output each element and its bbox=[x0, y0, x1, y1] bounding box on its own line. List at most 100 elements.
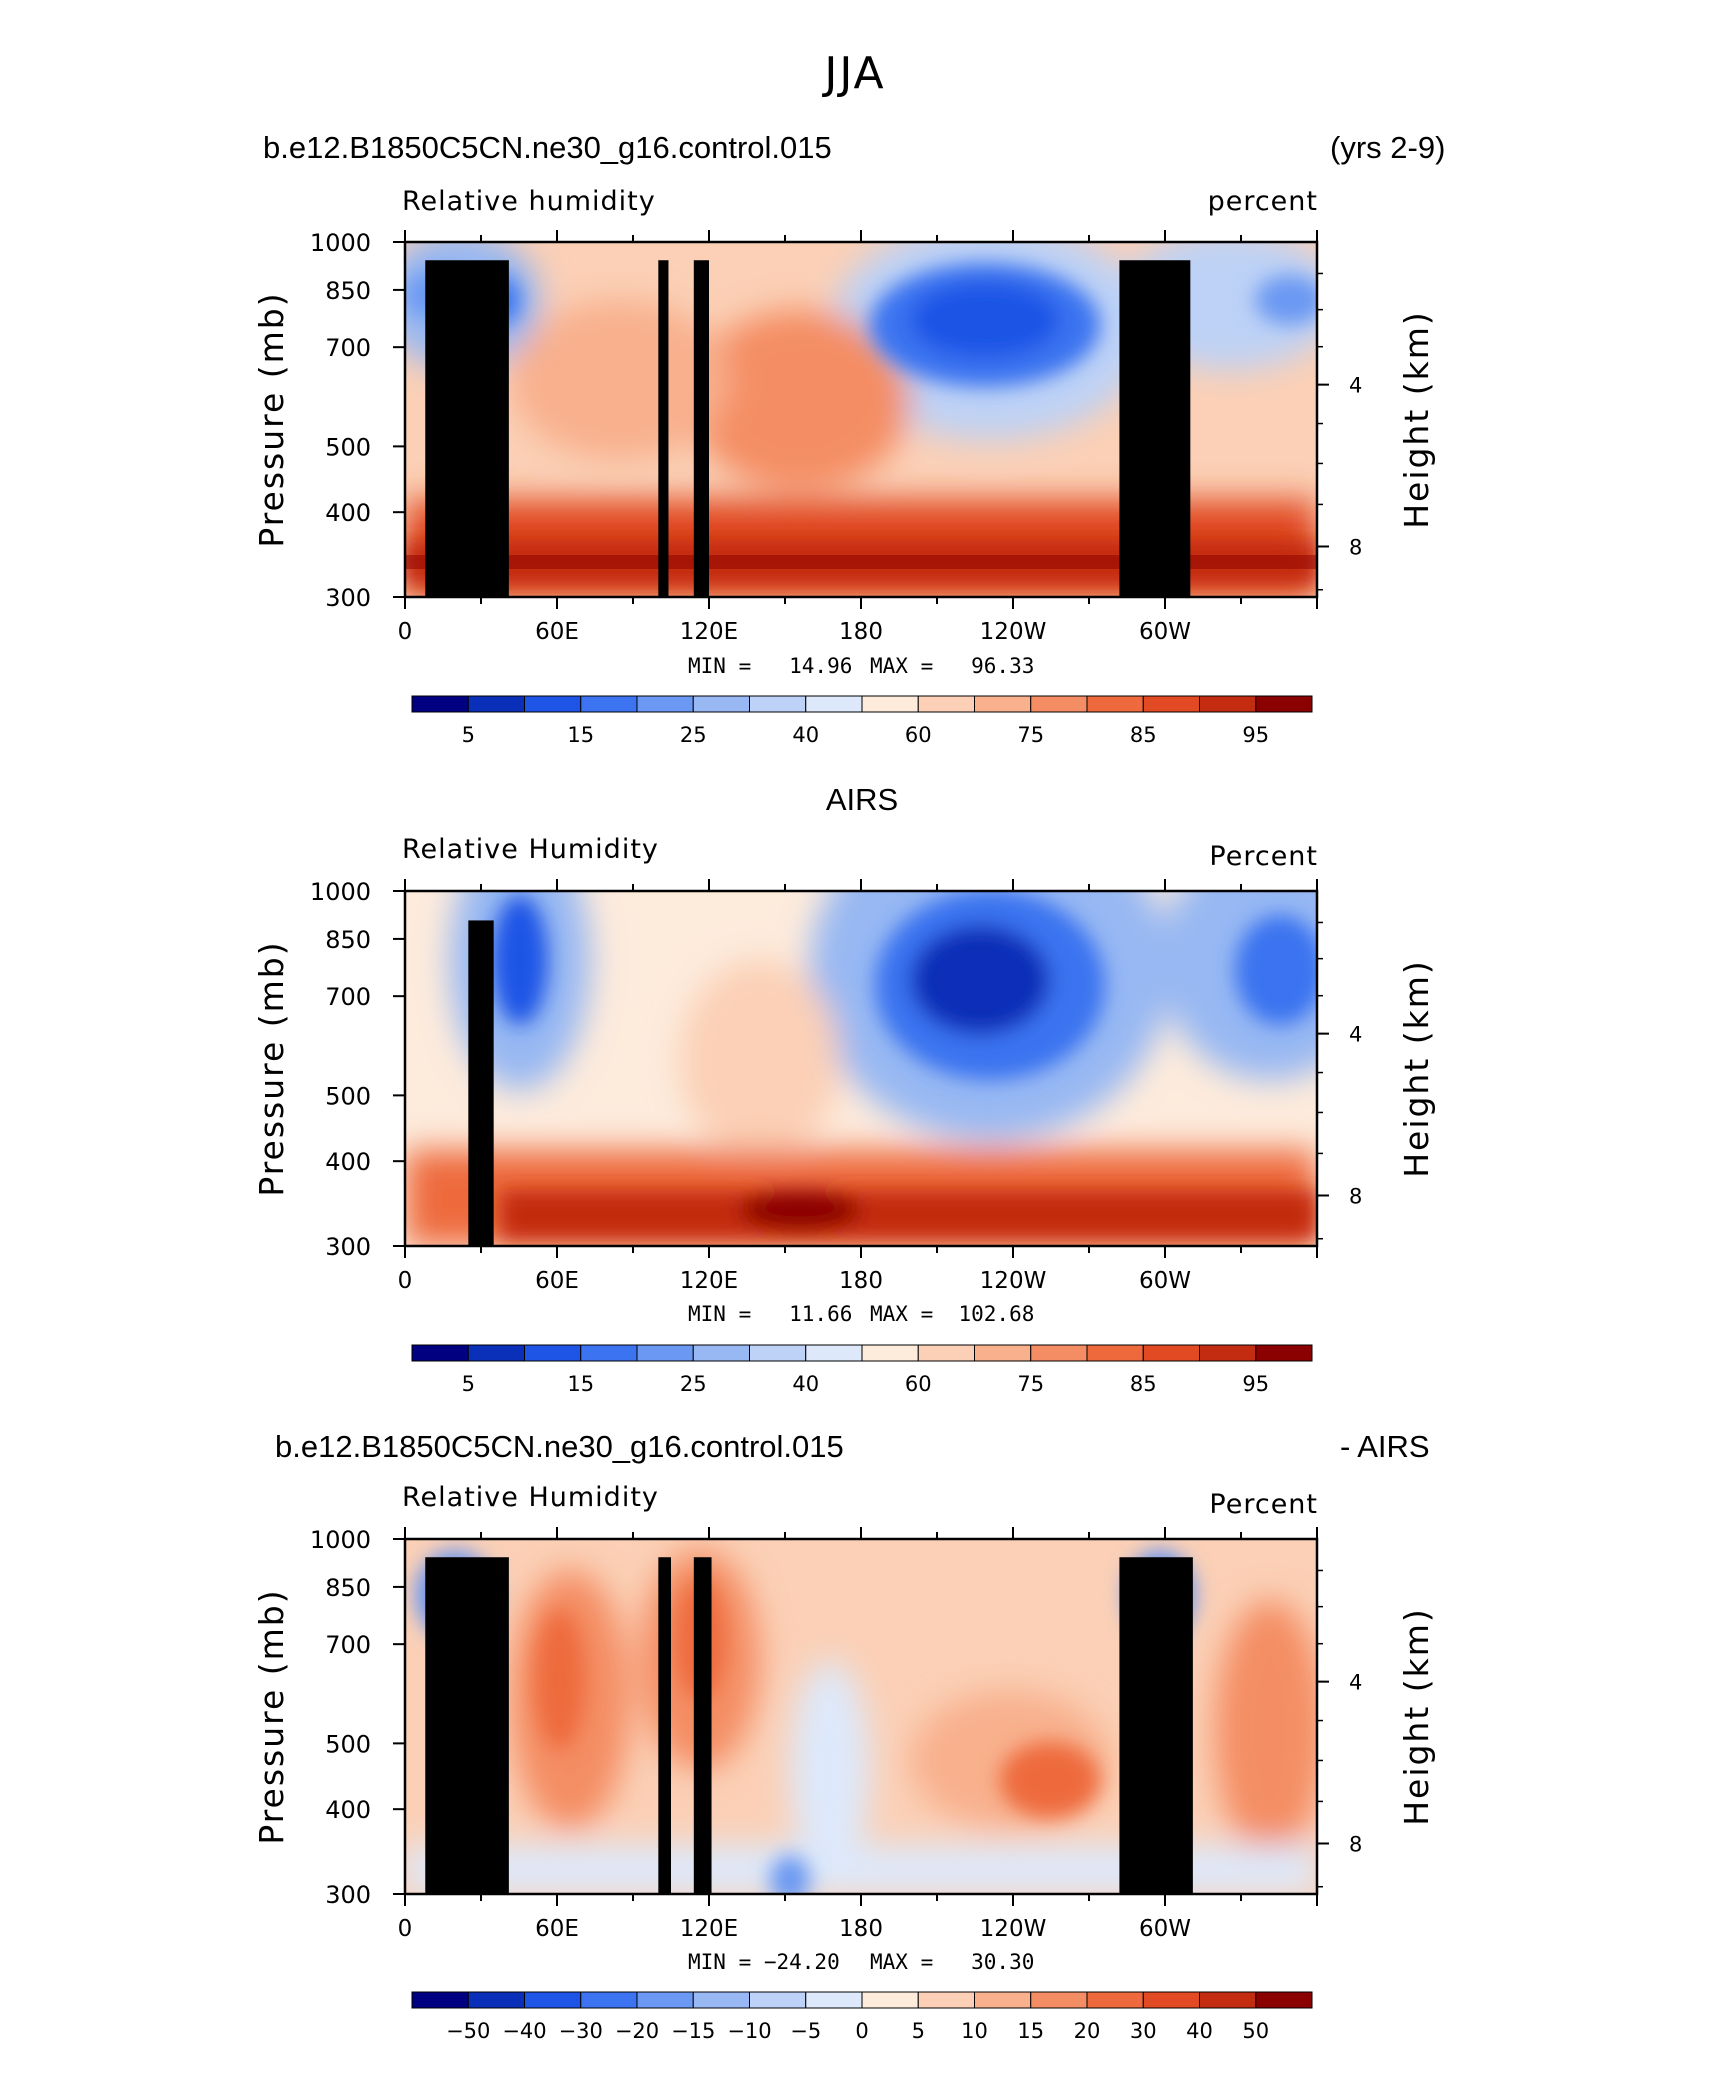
panel3-colorbar-box bbox=[749, 1991, 807, 2009]
panel2-y-tick-label: 850 bbox=[325, 926, 371, 954]
panel3-units-label: Percent bbox=[1209, 1489, 1318, 1520]
panel1-x-tick-label: 120W bbox=[980, 619, 1047, 645]
panel1-y-tick-label: 700 bbox=[325, 334, 371, 362]
panel2-units-label: Percent bbox=[1209, 841, 1318, 872]
panel2-center-title: AIRS bbox=[825, 782, 899, 817]
panel1-colorbar-label: 60 bbox=[905, 723, 932, 747]
panel3-colorbar-label: 5 bbox=[912, 2019, 925, 2043]
panel2-colorbar-box bbox=[411, 1344, 469, 1362]
panel3-colorbar-box bbox=[1030, 1991, 1088, 2009]
panel2-colorbar-box bbox=[467, 1344, 525, 1362]
panel1-field bbox=[405, 242, 1317, 597]
panel3-topography-block bbox=[693, 1557, 712, 1894]
panel1-colorbar-box bbox=[974, 695, 1032, 713]
panel2-max-label: MAX = 102.68 bbox=[870, 1302, 1035, 1326]
panel1-y-tick-label: 300 bbox=[325, 584, 371, 612]
panel3-var-label: Relative Humidity bbox=[402, 1482, 659, 1513]
panel1-colorbar-box bbox=[1199, 695, 1257, 713]
panel1-y-tick-label: 1000 bbox=[310, 229, 371, 257]
panel3-x-tick-label: 60W bbox=[1139, 1916, 1191, 1942]
panel3-y-tick-label: 400 bbox=[325, 1796, 371, 1824]
panel3-colorbar-label: −15 bbox=[671, 2019, 715, 2043]
panel3-colorbar-box bbox=[580, 1991, 638, 2009]
panel1-topography-block bbox=[658, 260, 669, 597]
panel2-colorbar-box bbox=[917, 1344, 975, 1362]
panel1-var-label: Relative humidity bbox=[402, 186, 656, 217]
panel3-colorbar-box bbox=[1142, 1991, 1200, 2009]
panel1-colorbar-label: 85 bbox=[1130, 723, 1157, 747]
panel3-y-axis-title: Pressure (mb) bbox=[252, 1588, 291, 1844]
panel3-colorbar-label: −50 bbox=[446, 2019, 490, 2043]
panel3-topography-block bbox=[658, 1557, 671, 1894]
panel3-x-tick-label: 120W bbox=[980, 1916, 1047, 1942]
panel2-colorbar-box bbox=[974, 1344, 1032, 1362]
panel2-y2-tick-label: 8 bbox=[1349, 1184, 1362, 1208]
panel3-colorbar-box bbox=[1255, 1991, 1313, 2009]
panel2-colorbar-box bbox=[580, 1344, 638, 1362]
panel2-colorbar-label: 85 bbox=[1130, 1372, 1157, 1396]
panel1-colorbar-box bbox=[1086, 695, 1144, 713]
panel3-y2-tick-label: 8 bbox=[1349, 1832, 1362, 1856]
panel3-y-tick-label: 1000 bbox=[310, 1526, 371, 1554]
panel2-y2-axis-title: Height (km) bbox=[1397, 959, 1436, 1178]
panel1-max-label: MAX = 96.33 bbox=[870, 654, 1035, 678]
panel2-colorbar-box bbox=[1142, 1344, 1200, 1362]
panel1-y2-tick-label: 4 bbox=[1349, 374, 1362, 398]
panel1-min-label: MIN = 14.96 bbox=[688, 654, 853, 678]
panel3-colorbar-label: 20 bbox=[1074, 2019, 1101, 2043]
panel3-colorbar-label: 30 bbox=[1130, 2019, 1157, 2043]
panel3-max-label: MAX = 30.30 bbox=[870, 1950, 1035, 1974]
panel1-colorbar-box bbox=[1142, 695, 1200, 713]
panel3-right-title: - AIRS bbox=[1340, 1429, 1430, 1464]
panel2-x-tick-label: 120E bbox=[680, 1268, 738, 1294]
panel3-topography-block bbox=[1119, 1557, 1193, 1894]
panel3-y-tick-label: 300 bbox=[325, 1881, 371, 1909]
panel3-colorbar-label: 15 bbox=[1017, 2019, 1044, 2043]
panel3-x-tick-label: 60E bbox=[535, 1916, 579, 1942]
panel2-y-tick-label: 1000 bbox=[310, 878, 371, 906]
panel3-colorbar-box bbox=[974, 1991, 1032, 2009]
panel1-y-tick-label: 850 bbox=[325, 277, 371, 305]
panel1-colorbar-box bbox=[580, 695, 638, 713]
panel1-x-tick-label: 0 bbox=[398, 619, 413, 645]
panel1-colorbar-box bbox=[805, 695, 863, 713]
panel1-colorbar-box bbox=[1030, 695, 1088, 713]
panel3-colorbar-box bbox=[1086, 1991, 1144, 2009]
panel1-colorbar-label: 15 bbox=[567, 723, 594, 747]
panel2-colorbar-label: 5 bbox=[462, 1372, 475, 1396]
panel3-colorbar-label: −40 bbox=[502, 2019, 546, 2043]
panel1-x-tick-label: 60W bbox=[1139, 619, 1191, 645]
panel2-colorbar-label: 60 bbox=[905, 1372, 932, 1396]
panel3-y-tick-label: 500 bbox=[325, 1730, 371, 1758]
panel3-x-tick-label: 120E bbox=[680, 1916, 738, 1942]
panel1-topography-block bbox=[1119, 260, 1191, 597]
panel2-colorbar-label: 75 bbox=[1017, 1372, 1044, 1396]
panel3-colorbar-label: 50 bbox=[1242, 2019, 1269, 2043]
panel1-colorbar-label: 25 bbox=[680, 723, 707, 747]
panel2-colorbar-label: 40 bbox=[792, 1372, 819, 1396]
panel3-y-tick-label: 850 bbox=[325, 1574, 371, 1602]
panel2-y2-tick-label: 4 bbox=[1349, 1023, 1362, 1047]
panel3-topography-block bbox=[475, 1573, 499, 1894]
panel2-colorbar-box bbox=[636, 1344, 694, 1362]
panel3-colorbar-box bbox=[467, 1991, 525, 2009]
panel1-units-label: percent bbox=[1207, 186, 1318, 217]
panel3-colorbar-label: −30 bbox=[559, 2019, 603, 2043]
panel2-var-label: Relative Humidity bbox=[402, 834, 659, 865]
panel3-colorbar-label: −20 bbox=[615, 2019, 659, 2043]
panel2-x-tick-label: 60E bbox=[535, 1268, 579, 1294]
panel3-x-tick-label: 0 bbox=[398, 1916, 413, 1942]
panel3-x-tick-label: 180 bbox=[839, 1916, 883, 1942]
panel3-colorbar-box bbox=[636, 1991, 694, 2009]
panel1-colorbar-box bbox=[411, 695, 469, 713]
panel1-x-tick-label: 180 bbox=[839, 619, 883, 645]
panel1-colorbar-box bbox=[636, 695, 694, 713]
panel1-x-tick-label: 60E bbox=[535, 619, 579, 645]
panel2-y-tick-label: 300 bbox=[325, 1233, 371, 1261]
panel1-topography-block bbox=[475, 276, 499, 597]
panel3-colorbar-label: 10 bbox=[961, 2019, 988, 2043]
panel3-colorbar-box bbox=[692, 1991, 750, 2009]
panel3-colorbar-box bbox=[411, 1991, 469, 2009]
panel2-colorbar-label: 25 bbox=[680, 1372, 707, 1396]
panel3-colorbar-box bbox=[1199, 1991, 1257, 2009]
